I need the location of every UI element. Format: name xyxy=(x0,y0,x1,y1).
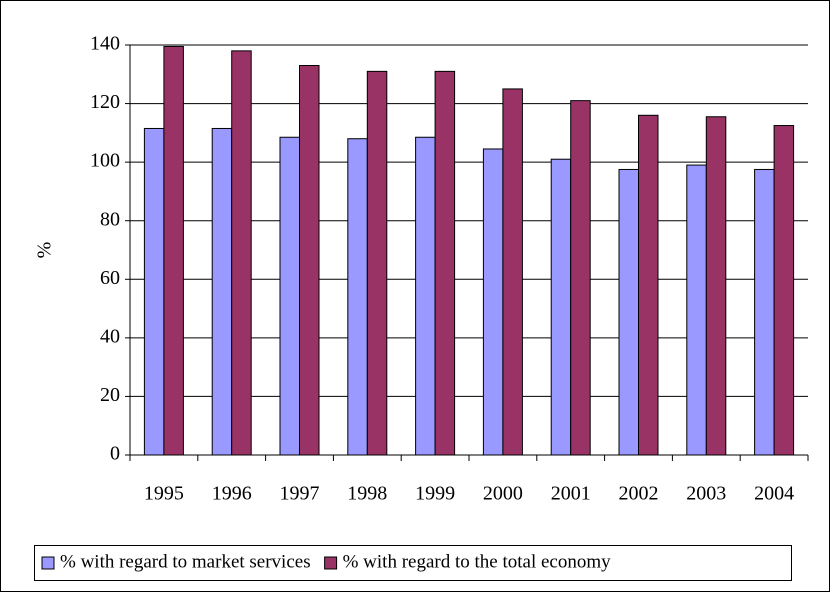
y-axis-label: % xyxy=(34,242,56,259)
legend-text: % with regard to market services xyxy=(60,551,311,572)
bar xyxy=(434,70,456,456)
bar xyxy=(618,168,639,456)
bar xyxy=(638,114,659,456)
bar xyxy=(482,148,504,456)
bar xyxy=(347,138,368,456)
x-tick-label: 1997 xyxy=(280,483,320,505)
y-tick-label: 40 xyxy=(100,325,120,347)
x-tick-label: 2003 xyxy=(686,483,726,505)
x-tick-label: 2002 xyxy=(619,483,659,505)
bar xyxy=(502,88,523,456)
legend-swatch xyxy=(324,556,338,570)
y-tick-label: 80 xyxy=(100,208,120,230)
x-tick-label: 1995 xyxy=(144,483,184,505)
bar xyxy=(773,125,795,456)
bar xyxy=(299,65,320,456)
bar xyxy=(570,100,591,456)
y-tick-label: 120 xyxy=(90,91,120,113)
bar xyxy=(143,127,165,456)
legend-box xyxy=(34,545,792,581)
legend-swatch xyxy=(41,556,55,570)
bar xyxy=(550,158,572,456)
y-tick-label: 20 xyxy=(100,384,120,406)
y-tick-label: 0 xyxy=(110,443,120,465)
y-tick-label: 100 xyxy=(90,150,120,172)
bar xyxy=(754,168,775,456)
bar xyxy=(705,116,727,456)
bar xyxy=(163,45,184,456)
bar xyxy=(415,136,436,456)
bar xyxy=(686,164,707,456)
x-tick-label: 1999 xyxy=(415,483,455,505)
bar xyxy=(279,136,300,456)
y-tick-label: 140 xyxy=(90,33,120,55)
bar xyxy=(211,127,233,456)
y-tick-label: 60 xyxy=(100,267,120,289)
x-tick-label: 2001 xyxy=(551,483,591,505)
x-tick-label: 2004 xyxy=(754,483,794,505)
x-tick-label: 1996 xyxy=(212,483,252,505)
x-tick-label: 1998 xyxy=(347,483,387,505)
bar xyxy=(231,50,252,456)
x-tick-label: 2000 xyxy=(483,483,523,505)
legend-text: % with regard to the total economy xyxy=(343,551,612,572)
bar xyxy=(366,70,388,456)
